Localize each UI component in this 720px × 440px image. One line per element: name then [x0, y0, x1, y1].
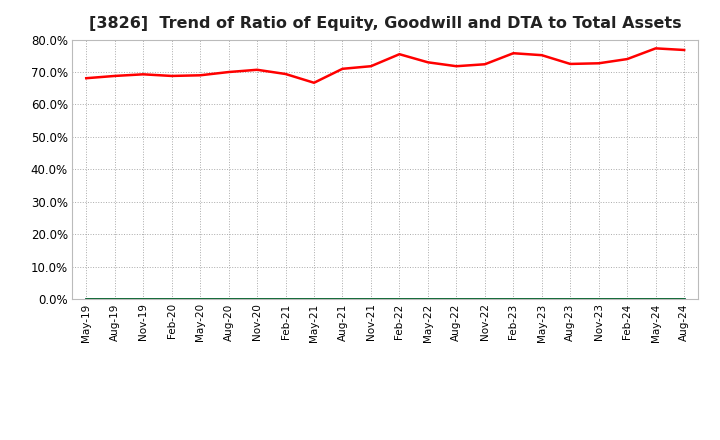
Deferred Tax Assets: [366, 297, 375, 302]
Deferred Tax Assets: [253, 297, 261, 302]
Equity: [395, 51, 404, 57]
Deferred Tax Assets: [139, 297, 148, 302]
Goodwill: [566, 297, 575, 302]
Equity: [566, 61, 575, 66]
Deferred Tax Assets: [338, 297, 347, 302]
Goodwill: [82, 297, 91, 302]
Equity: [623, 56, 631, 62]
Goodwill: [537, 297, 546, 302]
Goodwill: [310, 297, 318, 302]
Goodwill: [338, 297, 347, 302]
Goodwill: [480, 297, 489, 302]
Goodwill: [282, 297, 290, 302]
Goodwill: [423, 297, 432, 302]
Equity: [225, 70, 233, 75]
Equity: [82, 76, 91, 81]
Goodwill: [110, 297, 119, 302]
Goodwill: [167, 297, 176, 302]
Goodwill: [139, 297, 148, 302]
Equity: [652, 46, 660, 51]
Goodwill: [366, 297, 375, 302]
Deferred Tax Assets: [537, 297, 546, 302]
Equity: [282, 71, 290, 77]
Goodwill: [652, 297, 660, 302]
Deferred Tax Assets: [480, 297, 489, 302]
Deferred Tax Assets: [452, 297, 461, 302]
Goodwill: [395, 297, 404, 302]
Deferred Tax Assets: [82, 297, 91, 302]
Deferred Tax Assets: [680, 297, 688, 302]
Equity: [139, 72, 148, 77]
Deferred Tax Assets: [225, 297, 233, 302]
Equity: [167, 73, 176, 79]
Equity: [366, 63, 375, 69]
Equity: [338, 66, 347, 71]
Equity: [680, 48, 688, 53]
Equity: [480, 62, 489, 67]
Goodwill: [595, 297, 603, 302]
Title: [3826]  Trend of Ratio of Equity, Goodwill and DTA to Total Assets: [3826] Trend of Ratio of Equity, Goodwil…: [89, 16, 682, 32]
Equity: [196, 73, 204, 78]
Equity: [253, 67, 261, 73]
Goodwill: [253, 297, 261, 302]
Equity: [452, 63, 461, 69]
Deferred Tax Assets: [395, 297, 404, 302]
Deferred Tax Assets: [423, 297, 432, 302]
Deferred Tax Assets: [652, 297, 660, 302]
Deferred Tax Assets: [595, 297, 603, 302]
Goodwill: [196, 297, 204, 302]
Deferred Tax Assets: [310, 297, 318, 302]
Deferred Tax Assets: [509, 297, 518, 302]
Goodwill: [509, 297, 518, 302]
Equity: [537, 52, 546, 58]
Deferred Tax Assets: [623, 297, 631, 302]
Line: Equity: Equity: [86, 48, 684, 83]
Goodwill: [225, 297, 233, 302]
Equity: [595, 61, 603, 66]
Deferred Tax Assets: [167, 297, 176, 302]
Goodwill: [452, 297, 461, 302]
Equity: [110, 73, 119, 79]
Deferred Tax Assets: [566, 297, 575, 302]
Deferred Tax Assets: [110, 297, 119, 302]
Equity: [509, 51, 518, 56]
Deferred Tax Assets: [282, 297, 290, 302]
Deferred Tax Assets: [196, 297, 204, 302]
Goodwill: [680, 297, 688, 302]
Equity: [310, 80, 318, 85]
Equity: [423, 60, 432, 65]
Goodwill: [623, 297, 631, 302]
